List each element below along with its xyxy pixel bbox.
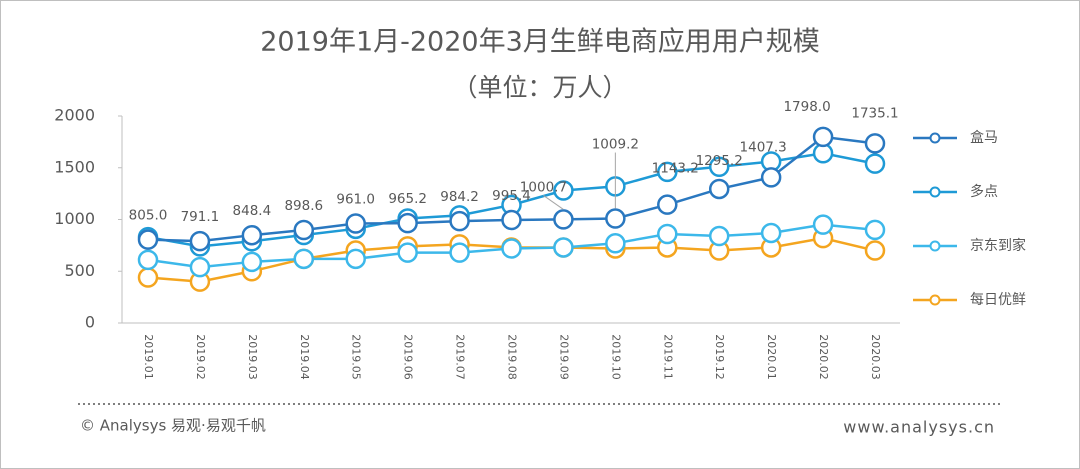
x-tick-label: 2019.01 [142,334,155,380]
y-tick-label: 1500 [54,157,95,176]
point [708,156,730,177]
point [657,223,678,245]
legend-label: 盒马 [970,129,998,146]
value-label: 984.2 [440,189,479,205]
point [397,212,418,234]
legend-label: 多点 [970,183,998,200]
y-tick-label: 500 [64,261,95,280]
chart-title: 2019年1月-2020年3月生鲜电商应用用户规模 [260,27,820,58]
point [501,238,522,259]
point [605,233,626,254]
point [864,133,886,154]
point [760,222,782,244]
point [812,214,834,235]
x-tick-label: 2019.10 [609,334,622,380]
point [345,248,366,270]
chart-subtitle: （单位：万人） [452,73,627,102]
legend-marker [929,294,941,306]
point [189,256,211,278]
value-label: 1798.0 [783,99,830,115]
point [605,208,626,229]
legend-label: 京东到家 [970,237,1026,254]
point [189,230,211,252]
value-label: 848.4 [233,203,272,219]
point [553,209,574,230]
leader-line [543,195,564,210]
x-tick-label: 2019.09 [557,334,570,380]
y-tick-label: 1000 [54,209,95,228]
legend-marker [929,132,941,144]
point [864,219,886,241]
point [449,242,470,263]
value-label: 1295.2 [696,153,743,169]
point [241,224,263,246]
point [501,209,522,231]
source: © Analysys 易观·易观千帆 [80,417,266,435]
point [708,225,730,247]
point [241,251,263,273]
x-tick-label: 2019.11 [661,334,674,380]
x-tick-label: 2019.04 [298,334,311,380]
x-tick-label: 2020.01 [765,334,778,380]
point [137,267,159,288]
point [657,194,678,215]
value-label: 791.1 [181,209,220,225]
point [397,242,418,263]
x-tick-label: 2020.03 [869,334,882,380]
value-label: 1000.7 [520,179,567,195]
value-label: 898.6 [284,198,323,214]
point [137,229,159,250]
point [708,178,730,200]
point [553,180,574,201]
point [812,126,834,148]
point [553,237,574,258]
x-tick-label: 2020.02 [817,334,830,380]
point [864,153,886,174]
point [760,167,782,188]
x-tick-label: 2019.07 [454,334,467,380]
x-tick-label: 2019.02 [194,334,207,380]
x-tick-label: 2019.08 [506,334,519,380]
point [449,210,470,232]
point [345,213,366,234]
value-label: 961.0 [336,192,375,208]
legend-marker [929,240,941,252]
point [293,219,315,241]
website: www.analysys.cn [843,418,995,437]
point [657,161,678,183]
y-tick-label: 0 [85,313,95,332]
value-label: 965.2 [388,191,427,207]
x-tick-label: 2019.06 [402,334,415,380]
legend-marker [929,186,941,198]
point [293,248,315,270]
x-tick-label: 2019.12 [713,334,726,380]
y-tick-label: 2000 [54,106,95,125]
point [864,240,886,261]
value-label: 1009.2 [592,137,639,153]
value-label: 1143.2 [652,161,699,177]
value-label: 805.0 [129,208,168,224]
x-tick-label: 2019.05 [350,334,363,380]
x-tick-label: 2019.03 [246,334,259,380]
point [137,249,159,271]
legend-label: 每日优鲜 [970,292,1026,308]
value-label: 995.4 [492,188,531,204]
value-label: 1407.3 [740,139,787,155]
value-label: 1735.1 [851,105,898,121]
